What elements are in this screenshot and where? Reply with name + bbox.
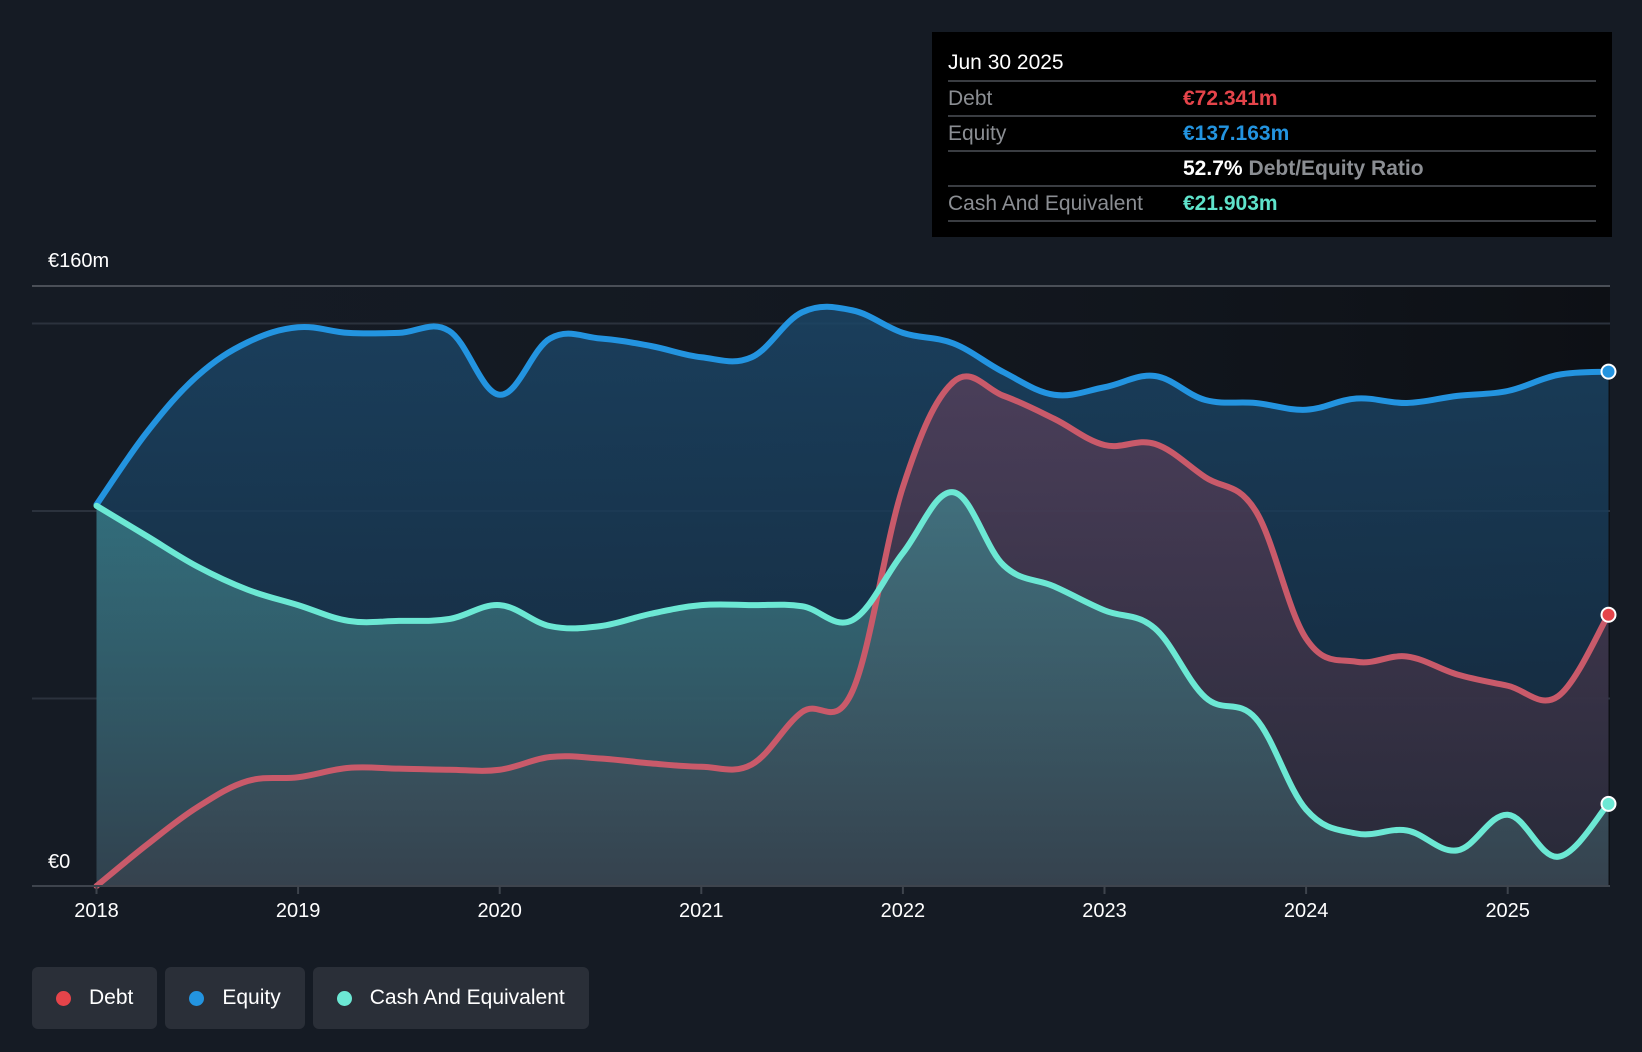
legend-item-equity[interactable]: Equity (165, 967, 305, 1029)
y-tick-label-max: €160m (48, 250, 110, 272)
x-tick-label: 2022 (880, 900, 926, 922)
tooltip-ratio-label: Debt/Equity Ratio (1248, 157, 1424, 180)
tooltip-row-equity: Equity €137.163m (948, 117, 1596, 152)
legend-item-cash[interactable]: Cash And Equivalent (312, 967, 589, 1029)
x-tick-label: 2020 (477, 900, 522, 922)
tooltip-value-cash: €21.903m (1183, 192, 1278, 215)
tooltip-label-cash: Cash And Equivalent (948, 192, 1143, 215)
tooltip-label-ratio (948, 152, 1183, 185)
x-tick-label: 2023 (1082, 900, 1127, 922)
debt-end-point[interactable] (1600, 606, 1617, 623)
debt-line (93, 373, 1612, 889)
tooltip-row-debt: Debt €72.341m (948, 82, 1596, 117)
cash-and-equivalent-end-point[interactable] (1600, 795, 1617, 812)
legend-label-cash: Cash And Equivalent (369, 986, 565, 1009)
tooltip-panel: Jun 30 2025 Debt €72.341m Equity €137.16… (932, 32, 1612, 237)
cash-and-equivalent-line (93, 489, 1612, 860)
chart-legend: Debt Equity Cash And Equivalent (32, 967, 589, 1029)
equity-dot-icon (189, 990, 205, 1006)
cash-dot-icon (336, 990, 352, 1006)
tooltip-row-cash: Cash And Equivalent €21.903m (948, 187, 1596, 222)
tooltip-value-debt: €72.341m (1183, 87, 1278, 110)
legend-label-debt: Debt (89, 986, 134, 1009)
tooltip-label-debt: Debt (948, 87, 993, 110)
tooltip-value-equity: €137.163m (1183, 122, 1290, 145)
x-tick-label: 2025 (1485, 900, 1530, 922)
x-tick-label: 2021 (679, 900, 724, 922)
x-tick-label: 2019 (275, 900, 321, 922)
x-tick-label: 2018 (74, 900, 119, 922)
tooltip-label-equity: Equity (948, 122, 1007, 145)
tooltip-date: Jun 30 2025 (948, 46, 1596, 82)
legend-label-equity: Equity (222, 986, 281, 1009)
tooltip-ratio-value: 52.7% (1183, 157, 1243, 180)
debt-dot-icon (56, 990, 71, 1006)
y-tick-label-zero: €0 (48, 851, 71, 873)
tooltip-row-ratio: 52.7% Debt/Equity Ratio (948, 152, 1596, 187)
equity-end-point[interactable] (1600, 363, 1617, 380)
x-tick-label: 2024 (1283, 900, 1329, 922)
legend-item-debt[interactable]: Debt (32, 967, 158, 1029)
equity-line (93, 303, 1612, 508)
